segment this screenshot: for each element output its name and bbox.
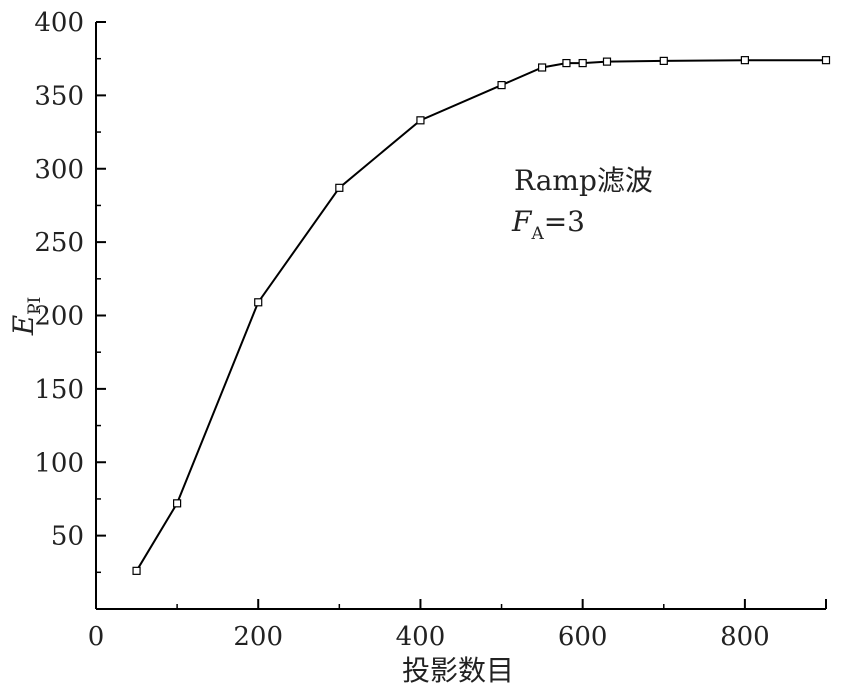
annotation-param-main: F xyxy=(511,205,533,238)
data-point xyxy=(538,63,547,72)
x-tick-label: 400 xyxy=(396,622,446,652)
data-point xyxy=(173,499,182,508)
y-axis-title-sub: PI xyxy=(25,297,45,315)
y-tick-label: 350 xyxy=(34,81,84,111)
data-point xyxy=(497,81,506,90)
y-tick-label: 150 xyxy=(34,375,84,405)
x-tick-label: 200 xyxy=(233,622,283,652)
data-point xyxy=(416,116,425,125)
data-point xyxy=(335,183,344,192)
axes xyxy=(95,21,827,610)
data-point xyxy=(740,56,749,65)
annotation-filter: Ramp滤波 xyxy=(514,164,653,197)
x-axis-title: 投影数目 xyxy=(402,654,514,687)
annotation-param: FA=3 xyxy=(511,205,585,244)
data-point xyxy=(132,566,141,575)
data-point xyxy=(602,57,612,66)
x-tick-label: 800 xyxy=(720,622,770,652)
y-tick-label: 50 xyxy=(51,522,84,552)
data-point xyxy=(578,58,587,68)
data-point xyxy=(659,56,668,65)
y-tick-label: 200 xyxy=(34,302,84,332)
y-tick-label: 300 xyxy=(34,155,84,185)
series-line xyxy=(135,59,826,572)
x-tick-label: 0 xyxy=(88,622,105,652)
data-point xyxy=(821,56,831,65)
data-point xyxy=(254,298,263,307)
data-point xyxy=(562,58,571,68)
y-tick-label: 250 xyxy=(34,228,84,258)
y-tick-label: 400 xyxy=(34,8,84,38)
tick-labels: 50 100 150 200 250 300 350 400 0 200 400 600 800 xyxy=(34,8,769,652)
annotation-param-rest: =3 xyxy=(544,205,585,238)
data-markers xyxy=(132,56,831,575)
y-axis-title-main: E xyxy=(7,315,40,336)
y-axis-title: EPI xyxy=(7,297,45,337)
annotation-param-sub: A xyxy=(530,224,544,244)
series-line-group xyxy=(135,59,826,572)
x-tick-label: 600 xyxy=(558,622,608,652)
y-tick-label: 100 xyxy=(34,448,84,478)
